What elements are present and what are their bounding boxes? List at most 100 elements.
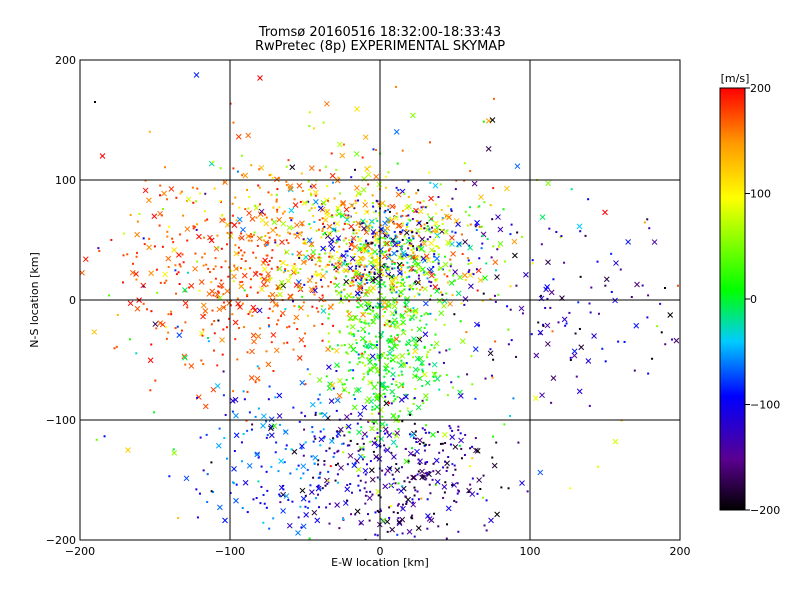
data-point-dot bbox=[374, 358, 377, 361]
data-point-dot bbox=[352, 333, 355, 336]
data-point-dot bbox=[531, 259, 534, 262]
data-point-cross bbox=[485, 146, 492, 152]
data-point-dot bbox=[458, 490, 461, 493]
data-point-dot bbox=[161, 245, 164, 248]
data-point-dot bbox=[498, 246, 501, 249]
data-point-cross bbox=[262, 257, 268, 264]
data-point-dot bbox=[317, 484, 320, 487]
data-point-dot bbox=[309, 227, 312, 230]
data-point-dot bbox=[399, 230, 402, 233]
data-point-dot bbox=[265, 470, 268, 473]
data-point-cross bbox=[405, 496, 411, 503]
data-point-cross bbox=[435, 469, 441, 476]
data-point-cross bbox=[434, 255, 440, 262]
data-point-cross bbox=[310, 249, 317, 255]
data-point-dot bbox=[413, 396, 416, 399]
data-point-dot bbox=[312, 476, 315, 479]
data-point-dot bbox=[303, 345, 306, 348]
data-point-dot bbox=[116, 313, 119, 316]
data-point-cross bbox=[161, 190, 167, 197]
data-point-cross bbox=[369, 476, 376, 483]
data-point-dot bbox=[412, 454, 415, 457]
data-point-dot bbox=[451, 197, 454, 200]
data-point-cross bbox=[277, 291, 283, 298]
data-point-dot bbox=[363, 321, 366, 324]
data-point-dot bbox=[289, 232, 292, 235]
data-point-dot bbox=[451, 230, 454, 233]
data-point-cross bbox=[240, 226, 246, 233]
data-point-dot bbox=[397, 415, 400, 418]
data-point-cross bbox=[370, 284, 376, 291]
data-point-dot bbox=[468, 244, 471, 247]
data-point-dot bbox=[412, 251, 415, 254]
data-point-dot bbox=[398, 240, 401, 243]
data-point-dot bbox=[446, 523, 449, 526]
data-point-dot bbox=[148, 130, 151, 133]
data-point-cross bbox=[367, 379, 373, 386]
data-point-dot bbox=[361, 279, 364, 282]
data-point-cross bbox=[171, 450, 178, 456]
data-point-cross bbox=[272, 301, 279, 308]
data-point-cross bbox=[576, 388, 583, 395]
data-point-dot bbox=[247, 239, 250, 242]
data-point-cross bbox=[334, 397, 341, 404]
data-point-cross bbox=[151, 213, 158, 220]
data-point-cross bbox=[279, 310, 286, 317]
data-point-dot bbox=[258, 367, 261, 370]
data-point-dot bbox=[577, 301, 580, 304]
data-point-cross bbox=[270, 227, 276, 234]
data-point-dot bbox=[389, 275, 392, 278]
data-point-cross bbox=[261, 281, 267, 288]
data-point-dot bbox=[407, 308, 410, 311]
data-point-dot bbox=[165, 337, 168, 340]
data-point-dot bbox=[312, 214, 315, 217]
data-point-dot bbox=[260, 465, 263, 468]
data-point-cross bbox=[276, 413, 283, 419]
data-point-dot bbox=[474, 225, 477, 228]
data-point-dot bbox=[267, 324, 270, 327]
data-point-dot bbox=[459, 320, 462, 323]
data-point-dot bbox=[456, 482, 459, 485]
data-point-dot bbox=[277, 470, 280, 473]
data-point-dot bbox=[428, 280, 431, 283]
data-point-dot bbox=[268, 236, 271, 239]
data-point-cross bbox=[415, 279, 421, 286]
data-point-dot bbox=[257, 407, 260, 410]
data-point-dot bbox=[336, 430, 339, 433]
data-point-dot bbox=[393, 267, 396, 270]
data-point-dot bbox=[390, 383, 393, 386]
data-point-cross bbox=[448, 280, 455, 286]
data-point-dot bbox=[336, 251, 339, 254]
data-point-cross bbox=[393, 354, 400, 360]
data-point-dot bbox=[421, 368, 424, 371]
data-point-dot bbox=[394, 311, 397, 314]
data-point-cross bbox=[473, 447, 479, 454]
data-point-dot bbox=[276, 304, 279, 307]
data-point-dot bbox=[187, 286, 190, 289]
data-point-dot bbox=[430, 343, 433, 346]
data-point-cross bbox=[362, 467, 369, 474]
data-point-dot bbox=[313, 293, 316, 296]
data-point-dot bbox=[283, 461, 286, 464]
data-point-dot bbox=[267, 241, 270, 244]
data-point-cross bbox=[353, 151, 360, 157]
data-point-dot bbox=[338, 266, 341, 269]
data-point-cross bbox=[471, 180, 478, 187]
data-point-dot bbox=[297, 464, 300, 467]
data-point-dot bbox=[303, 332, 306, 335]
data-point-dot bbox=[368, 286, 371, 289]
data-point-dot bbox=[186, 239, 189, 242]
data-point-dot bbox=[291, 217, 294, 220]
data-point-dot bbox=[350, 295, 353, 298]
data-point-dot bbox=[393, 301, 396, 304]
data-point-dot bbox=[386, 265, 389, 268]
data-point-dot bbox=[426, 527, 429, 530]
data-point-dot bbox=[412, 310, 415, 313]
data-point-dot bbox=[492, 245, 495, 248]
data-point-dot bbox=[463, 453, 466, 456]
data-point-dot bbox=[574, 332, 577, 335]
data-point-dot bbox=[356, 422, 359, 425]
data-point-dot bbox=[372, 450, 375, 453]
data-point-cross bbox=[384, 321, 390, 328]
data-point-dot bbox=[218, 427, 221, 430]
